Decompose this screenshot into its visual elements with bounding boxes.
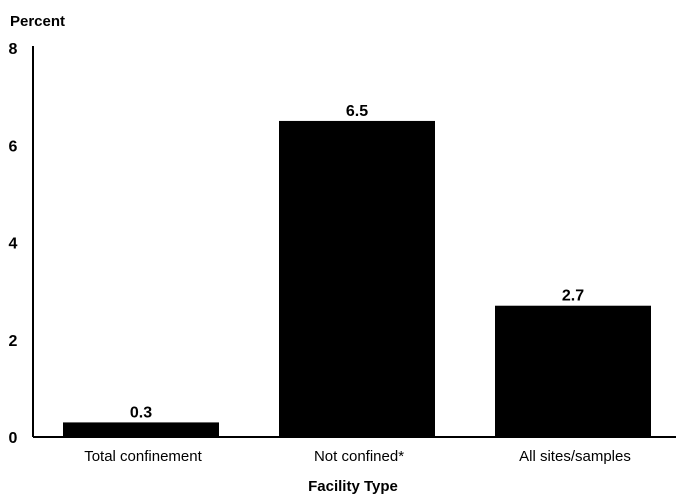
x-axis-label: Facility Type — [308, 478, 398, 495]
bar-value-label: 0.3 — [130, 404, 152, 421]
category-labels: Total confinement Not confined* All sites/… — [84, 448, 631, 465]
y-tick-label: 2 — [9, 333, 18, 350]
y-axis-label: Percent — [10, 13, 65, 30]
bars — [63, 120, 651, 437]
bar — [63, 422, 219, 437]
bar-value-label: 6.5 — [346, 103, 368, 120]
bar — [279, 120, 435, 437]
y-tick-label: 4 — [9, 236, 18, 253]
category-label: Total confinement — [84, 448, 202, 465]
category-label: Not confined* — [314, 448, 404, 465]
bar-value-label: 2.7 — [562, 288, 584, 305]
y-tick-label: 8 — [9, 41, 18, 58]
category-label: All sites/samples — [519, 448, 631, 465]
bar — [495, 305, 651, 437]
y-axis-ticks: 0 2 4 6 8 — [9, 41, 18, 447]
y-tick-label: 6 — [9, 138, 18, 155]
value-labels: 0.3 6.5 2.7 — [130, 103, 584, 421]
y-tick-label: 0 — [9, 430, 18, 447]
